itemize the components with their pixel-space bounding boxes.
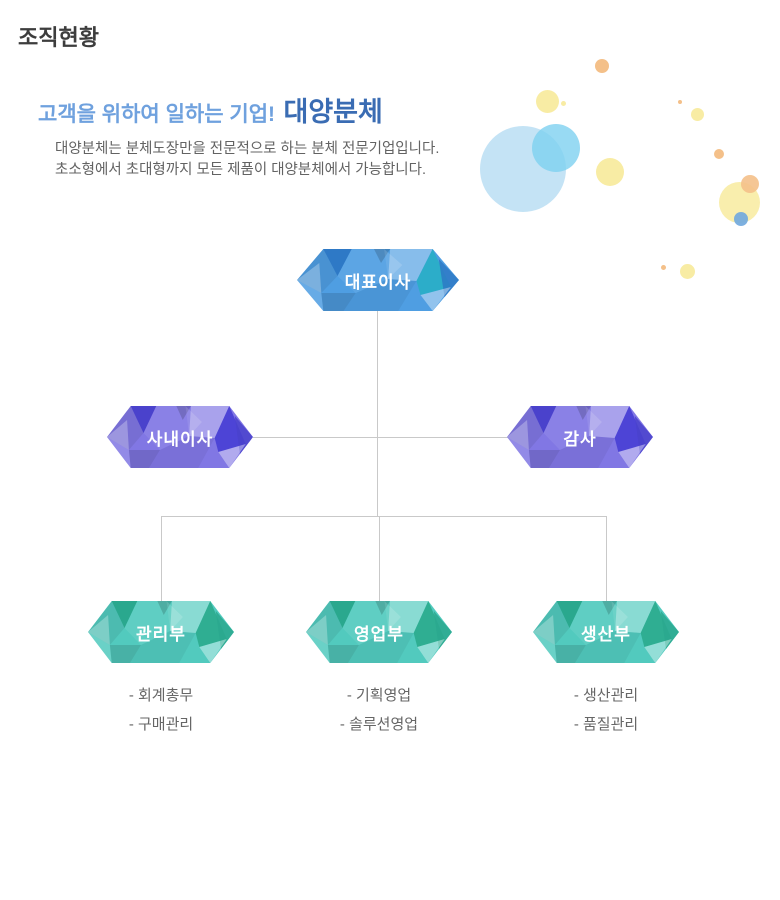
- org-node-admin-label: 관리부: [136, 624, 186, 644]
- decor-circle-skyblue: [532, 124, 580, 172]
- decor-circle-orange: [714, 149, 724, 159]
- org-node-ceo-label: 대표이사: [344, 272, 412, 292]
- decor-circle-yellow: [691, 108, 704, 121]
- dept-list-item: - 구매관리: [128, 716, 194, 733]
- decor-circle-yellow: [596, 158, 624, 186]
- connector-drop-production: [606, 516, 607, 601]
- org-node-sales-label: 영업부: [354, 624, 404, 644]
- org-node-director[interactable]: 사내이사: [107, 406, 253, 468]
- decor-circle-blue: [734, 212, 748, 226]
- dept-list-item: - 생산관리: [573, 687, 639, 704]
- org-node-admin-dept[interactable]: 관리부: [88, 601, 234, 663]
- connector-branch-rail: [161, 516, 607, 517]
- production-dept-list: - 생산관리 - 품질관리: [533, 681, 679, 739]
- org-node-production-dept[interactable]: 생산부: [533, 601, 679, 663]
- dept-list-item: - 회계총무: [128, 687, 194, 704]
- headline-brand: 대양분체: [283, 97, 383, 127]
- decor-circle-orange-dot: [678, 100, 682, 104]
- decor-circle-yellow: [680, 264, 695, 279]
- decor-circle-orange: [595, 59, 609, 73]
- intro-description-line2: 초소형에서 초대형까지 모든 제품이 대양분체에서 가능합니다.: [55, 161, 427, 178]
- intro-description: 대양분체는 분체도장만을 전문적으로 하는 분체 전문기업입니다. 초소형에서 …: [55, 139, 439, 180]
- org-node-production-label: 생산부: [581, 624, 631, 644]
- org-node-director-label: 사내이사: [146, 429, 214, 449]
- decor-circle-orange-dot: [661, 265, 666, 270]
- connector-drop-sales: [379, 516, 380, 601]
- intro-description-line1: 대양분체는 분체도장만을 전문적으로 하는 분체 전문기업입니다.: [55, 141, 440, 157]
- dept-list-item: - 품질관리: [573, 716, 639, 733]
- page-title: 조직현황: [18, 25, 99, 50]
- connector-drop-admin: [161, 516, 162, 601]
- admin-dept-list: - 회계총무 - 구매관리: [88, 681, 234, 739]
- org-node-auditor[interactable]: 감사: [507, 406, 653, 468]
- org-node-sales-dept[interactable]: 영업부: [306, 601, 452, 663]
- decor-circle-orange: [741, 175, 759, 193]
- headline-light: 고객을 위하여 일하는 기업!: [38, 103, 276, 126]
- sales-dept-list: - 기획영업 - 솔루션영업: [306, 681, 452, 739]
- dept-list-item: - 솔루션영업: [339, 716, 419, 733]
- connector-ceo-vertical: [377, 311, 378, 516]
- org-node-ceo[interactable]: 대표이사: [297, 249, 459, 311]
- headline: 고객을 위하여 일하는 기업! 대양분체: [38, 90, 383, 129]
- connector-director-auditor: [253, 437, 508, 438]
- decor-circle-yellow-dot: [561, 101, 566, 106]
- dept-list-item: - 기획영업: [346, 687, 412, 704]
- decor-circle-yellow: [536, 90, 559, 113]
- org-node-auditor-label: 감사: [563, 429, 597, 449]
